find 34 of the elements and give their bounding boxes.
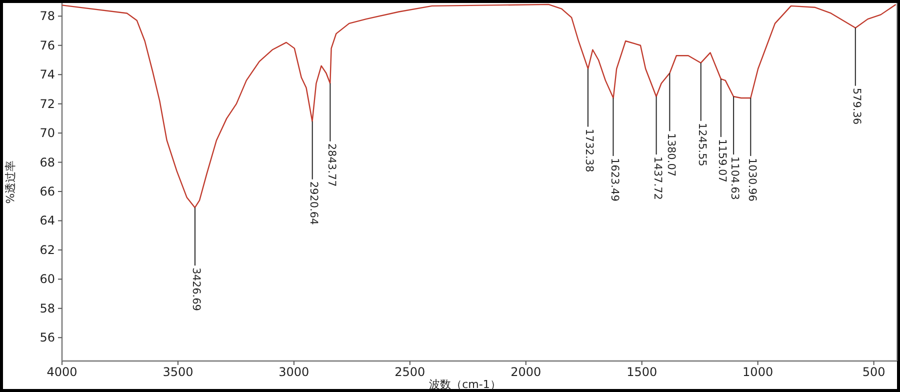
annotation: 1159.07 [716,138,728,182]
x-tick-label: 2000 [510,365,542,379]
annotation: 1245.55 [696,122,708,166]
annotation: 2920.64 [307,181,320,226]
annotation: 3426.69 [190,268,202,311]
y-tick-label: 78 [40,9,55,24]
annotation: 2843.77 [325,143,338,187]
annotation: 1104.63 [728,156,741,200]
y-tick-label: 66 [40,184,55,198]
x-tick-label: 4000 [46,365,78,379]
y-tick-label: 64 [40,214,55,228]
y-tick-label: 76 [40,38,55,52]
y-tick-label: 60 [40,272,55,286]
x-tick-label: 1500 [626,365,658,379]
annotation: 579.36 [850,88,863,125]
y-tick-label: 74 [40,68,55,82]
y-axis-title: %透过率 [4,160,17,204]
annotation: 1380.07 [664,133,677,177]
annotation: 1623.49 [608,158,620,202]
x-axis-title: 波数（cm-1） [429,378,501,391]
x-tick-label: 1000 [742,365,774,379]
y-tick-label: 56 [40,330,55,345]
x-tick-label: 3500 [162,365,194,379]
x-tick-label: 3000 [278,365,310,379]
y-tick-label: 58 [40,301,55,316]
annotation: 1030.96 [746,158,758,202]
y-tick-label: 68 [40,155,55,170]
x-tick-label: 2500 [394,365,426,379]
y-tick-label: 70 [40,126,55,140]
y-tick-label: 62 [40,242,55,257]
annotation: 1437.72 [651,156,664,200]
annotation: 1732.38 [583,128,596,172]
y-tick-label: 72 [40,96,55,111]
x-tick-label: 500 [862,365,886,379]
